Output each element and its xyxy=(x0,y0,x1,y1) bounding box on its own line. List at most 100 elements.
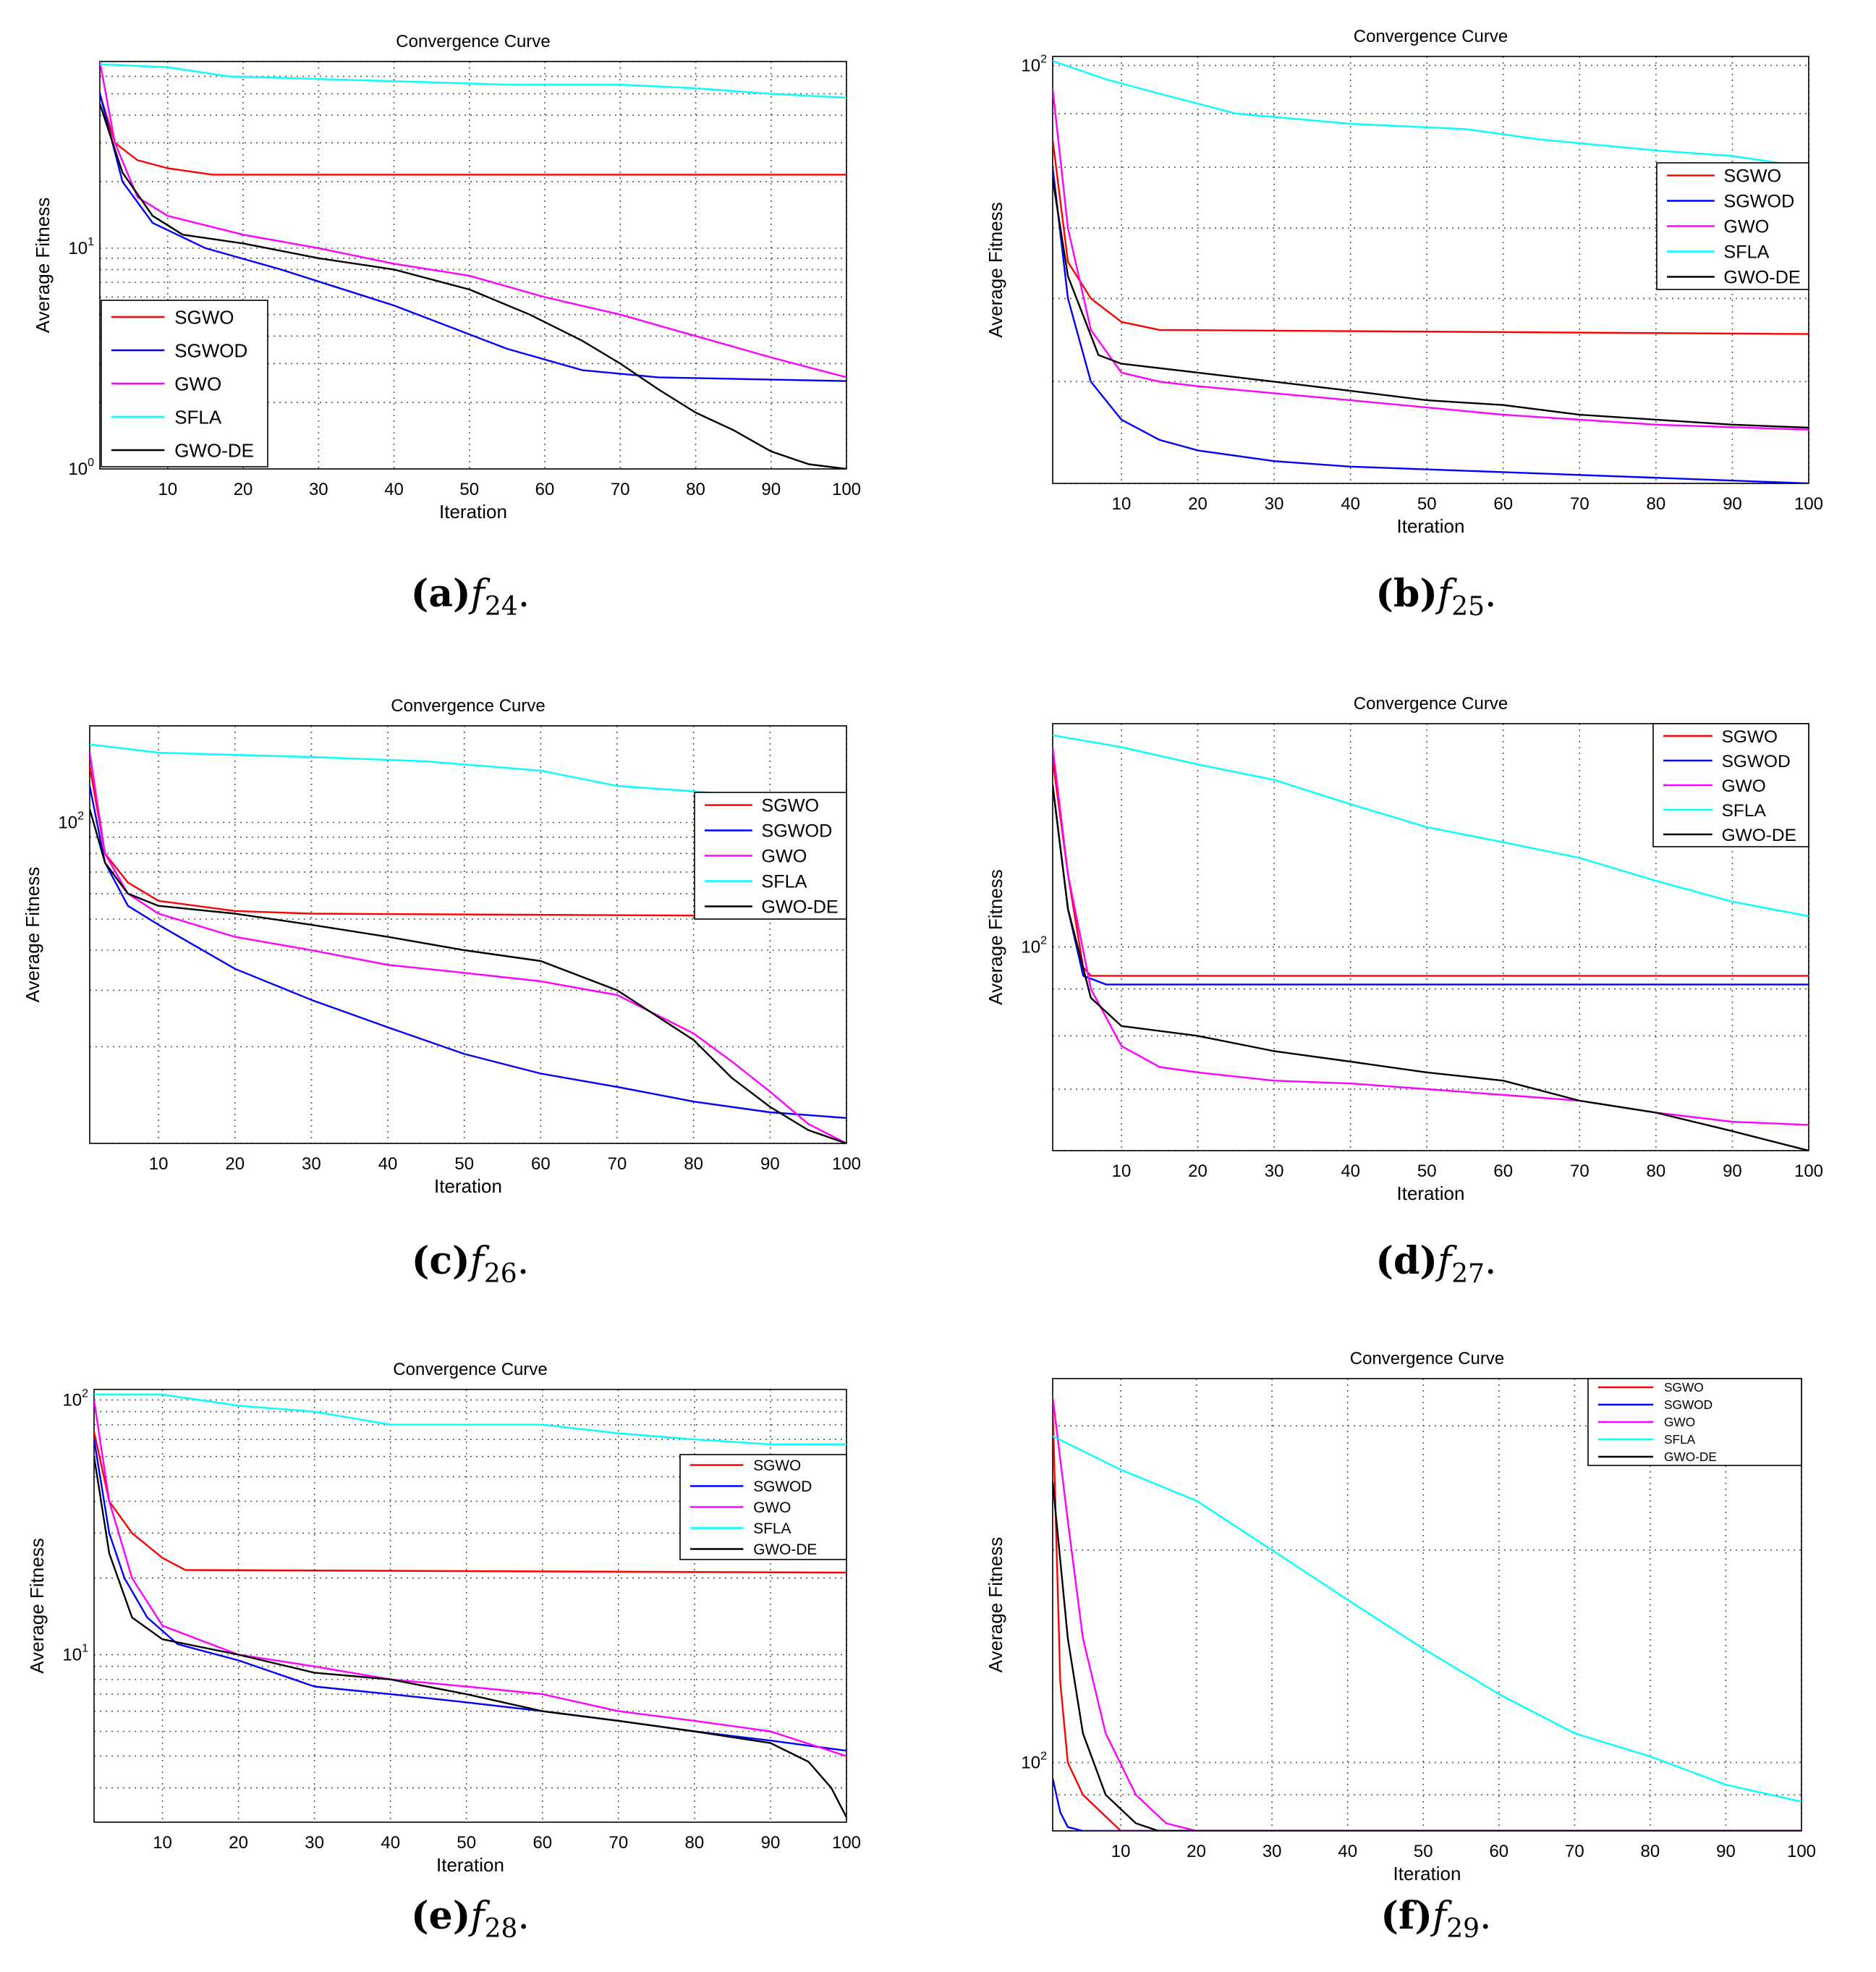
legend-label: GWO-DE xyxy=(1664,1450,1717,1464)
x-tick-label: 50 xyxy=(1417,494,1437,514)
chart-panel-4: 10 20 30 40 50 60 70 80 90 100 102 Convergence Curv… xyxy=(985,694,1823,1289)
legend-label: SGWO xyxy=(1664,1380,1704,1395)
series-line-sfla xyxy=(1053,1435,1801,1803)
legend-label: GWO-DE xyxy=(753,1541,817,1558)
series-line-gwo xyxy=(1053,88,1809,431)
y-axis-label: Average Fitness xyxy=(985,202,1006,337)
y-tick-label: 101 xyxy=(62,1643,88,1665)
legend-label: SGWOD xyxy=(174,339,247,361)
x-tick-label: 40 xyxy=(381,1833,400,1853)
series-line-gwo-de xyxy=(100,103,846,469)
legend-label: GWO xyxy=(1722,776,1766,796)
y-tick-label: 102 xyxy=(1021,1751,1047,1773)
x-tick-label: 30 xyxy=(302,1154,321,1174)
plot-frame xyxy=(1052,723,1809,1151)
chart-title: Convergence Curve xyxy=(1350,1349,1504,1368)
x-tick-label: 60 xyxy=(1493,1161,1513,1181)
series-group xyxy=(1053,734,1809,1151)
panel-caption: (d)f27. xyxy=(1375,1239,1496,1289)
y-axis-label: Average Fitness xyxy=(32,198,54,333)
x-tick-label: 30 xyxy=(305,1833,324,1853)
x-tick-label: 40 xyxy=(384,480,404,499)
y-tick-label: 102 xyxy=(62,1388,88,1410)
series-line-sgwod xyxy=(1053,1777,1801,1831)
x-tick-label: 100 xyxy=(832,480,861,499)
legend-label: SGWO xyxy=(1722,727,1778,747)
x-tick-label: 90 xyxy=(761,1833,781,1853)
x-tick-label: 20 xyxy=(1187,1842,1206,1861)
series-group xyxy=(90,743,846,1143)
x-tick-label: 80 xyxy=(685,1833,705,1853)
series-line-gwo-de xyxy=(1053,178,1809,429)
x-tick-label: 90 xyxy=(1716,1842,1736,1861)
x-tick-label: 10 xyxy=(158,480,177,499)
x-tick-label: 40 xyxy=(1341,1161,1360,1181)
x-tick-label: 100 xyxy=(1794,494,1823,514)
x-tick-label: 30 xyxy=(1265,1161,1284,1181)
x-tick-label: 60 xyxy=(535,480,555,499)
series-line-sgwo xyxy=(100,93,846,176)
x-axis-label: Iteration xyxy=(434,1175,502,1197)
x-tick-label: 90 xyxy=(1723,1161,1742,1181)
panel-caption: (b)f25. xyxy=(1375,572,1496,622)
x-tick-label: 80 xyxy=(684,1154,703,1174)
legend: SGWO SGWOD GWO SFLA GWO-DE xyxy=(1652,723,1809,847)
series-line-gwo-de xyxy=(1053,1481,1801,1831)
chart-panel-1: 10 20 30 40 50 60 70 80 90 100 100 101 Convergence C… xyxy=(32,32,861,622)
y-tick-label: 102 xyxy=(1021,53,1047,75)
x-tick-label: 10 xyxy=(149,1154,169,1174)
x-tick-label: 70 xyxy=(608,1833,628,1853)
series-line-sgwod xyxy=(1053,166,1809,483)
legend-label: SFLA xyxy=(753,1520,791,1537)
x-axis-label: Iteration xyxy=(1397,1182,1465,1204)
series-line-sfla xyxy=(1053,734,1809,918)
legend: SGWO SGWOD GWO SFLA GWO-DE xyxy=(1587,1378,1802,1466)
series-line-gwo xyxy=(90,752,846,1143)
chart-panel-6: 10 20 30 40 50 60 70 80 90 100 102 Convergence Curv… xyxy=(985,1349,1816,1944)
series-line-gwo-de xyxy=(94,1456,846,1818)
legend-label: GWO xyxy=(1664,1415,1695,1429)
x-tick-label: 100 xyxy=(1794,1161,1823,1181)
x-tick-label: 30 xyxy=(1265,494,1284,514)
series-group xyxy=(94,1393,846,1818)
x-tick-label: 50 xyxy=(1417,1161,1437,1181)
x-tick-label: 100 xyxy=(1787,1842,1816,1861)
legend-label: GWO-DE xyxy=(761,897,838,918)
plot-frame xyxy=(93,1389,847,1823)
x-tick-label: 20 xyxy=(225,1154,245,1174)
x-tick-label: 60 xyxy=(531,1154,551,1174)
y-tick-label: 100 xyxy=(68,457,94,479)
x-tick-label: 70 xyxy=(1570,1161,1589,1181)
x-tick-label: 10 xyxy=(1112,1161,1132,1181)
legend: SGWO SGWOD GWO SFLA GWO-DE xyxy=(101,300,268,467)
plot-frame xyxy=(99,61,847,470)
series-line-gwo xyxy=(1053,1396,1801,1831)
series-line-sfla xyxy=(100,63,846,99)
series-line-sgwod xyxy=(90,785,846,1120)
legend-label: SGWOD xyxy=(753,1478,812,1495)
legend-label: SGWOD xyxy=(1722,752,1791,771)
x-tick-label: 10 xyxy=(153,1833,172,1853)
legend-label: GWO-DE xyxy=(1722,826,1796,845)
chart-title: Convergence Curve xyxy=(1354,27,1508,46)
x-tick-label: 40 xyxy=(1338,1842,1357,1861)
panel-caption: (c)f26. xyxy=(412,1239,529,1289)
y-axis-label: Average Fitness xyxy=(26,1538,48,1673)
series-line-sfla xyxy=(1053,60,1809,169)
x-tick-label: 70 xyxy=(611,480,630,499)
panel-caption: (f)f29. xyxy=(1380,1894,1491,1944)
x-axis-label: Iteration xyxy=(1393,1863,1461,1884)
chart-panel-3: 10 20 30 40 50 60 70 80 90 100 102 Convergence Curv… xyxy=(22,696,861,1289)
legend-label: SFLA xyxy=(1722,801,1767,821)
x-tick-label: 100 xyxy=(832,1833,861,1853)
x-tick-label: 80 xyxy=(1641,1842,1660,1861)
x-tick-label: 90 xyxy=(760,1154,780,1174)
y-tick-label: 101 xyxy=(68,236,94,258)
series-line-gwo-de xyxy=(1053,784,1809,1151)
chart-title: Convergence Curve xyxy=(391,696,545,716)
chart-title: Convergence Curve xyxy=(396,32,550,51)
legend-label: SGWOD xyxy=(1664,1397,1712,1412)
legend: SGWO SGWOD GWO SFLA GWO-DE xyxy=(1656,162,1809,290)
x-tick-label: 60 xyxy=(532,1833,552,1853)
legend-label: SGWO xyxy=(1723,166,1781,187)
